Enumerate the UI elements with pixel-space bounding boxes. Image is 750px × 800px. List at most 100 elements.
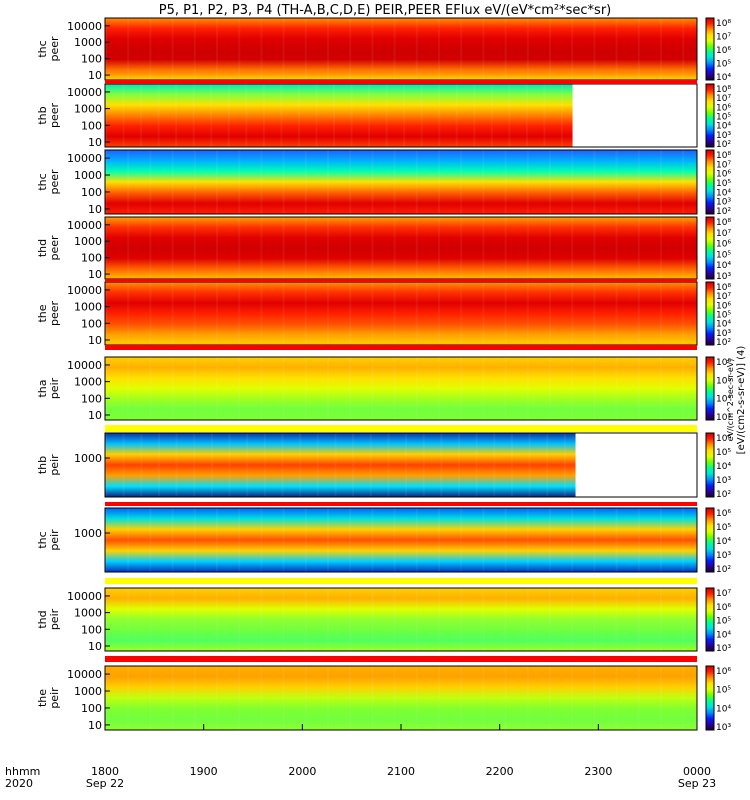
texture-stripe: [526, 666, 529, 730]
texture-stripe: [460, 150, 463, 214]
spectrogram-image: [105, 588, 697, 651]
colorbar-tick-label: 10⁵: [716, 179, 731, 189]
texture-stripe: [637, 150, 640, 214]
texture-stripe: [245, 84, 248, 147]
texture-stripe: [615, 666, 618, 730]
texture-stripe: [504, 18, 507, 80]
panel-species-label: peer: [48, 301, 61, 327]
y-tick-label: 100: [81, 119, 102, 132]
texture-stripe: [193, 666, 196, 730]
texture-stripe: [526, 357, 529, 420]
spectrogram-panel-1: 10 100 1000 10000 thc peer 10⁴ 10⁵ 10⁶ 10⁷ 10⁸: [36, 17, 731, 83]
texture-stripe: [510, 433, 513, 497]
texture-stripe: [593, 508, 596, 572]
colorbar-tick-label: 10³: [716, 131, 731, 141]
colorbar-tick-label: 10⁵: [716, 311, 731, 321]
panel-frame: [104, 356, 698, 421]
texture-stripe: [216, 282, 218, 345]
texture-stripe: [637, 357, 640, 420]
colorbar-tick-label: 10⁵: [716, 250, 731, 260]
texture-stripe: [349, 357, 352, 420]
texture-stripe: [504, 588, 507, 651]
texture-stripe: [238, 217, 241, 279]
colorbar-tick-label: 10²: [716, 140, 731, 150]
panel-species-label: peir: [48, 687, 61, 709]
texture-stripe: [149, 217, 152, 279]
y-tick-label: 10000: [67, 590, 102, 603]
quality-flag-strip: [105, 502, 697, 506]
y-tick-label: 1000: [74, 452, 102, 465]
texture-stripe: [327, 588, 329, 651]
texture-stripe: [192, 84, 195, 147]
time-axis-row-label-1: hhmm: [5, 765, 40, 778]
y-tick-label: 10: [88, 640, 102, 653]
quality-flag-strip: [105, 578, 697, 584]
colorbar-tick-label: 10⁴: [716, 630, 731, 640]
texture-stripe: [571, 217, 574, 279]
texture-stripe: [593, 588, 596, 651]
panel-probe-label: the: [36, 689, 49, 707]
colorbar-tick-label: 10⁴: [716, 537, 731, 547]
texture-stripe: [304, 150, 307, 214]
texture-stripe: [105, 508, 107, 572]
texture-stripe: [140, 84, 143, 147]
texture-stripe: [260, 588, 263, 651]
texture-stripe: [615, 18, 618, 80]
texture-stripe: [171, 217, 174, 279]
texture-stripe: [260, 217, 263, 279]
texture-stripe: [393, 150, 396, 214]
texture-stripe: [549, 508, 551, 572]
texture-stripe: [457, 433, 460, 497]
texture-stripe: [660, 588, 662, 651]
texture-stripe: [210, 433, 213, 497]
texture-stripe: [260, 150, 263, 214]
colorbar-tick-label: 10²: [716, 338, 731, 348]
y-tick-label: 100: [81, 252, 102, 265]
colorbar-tick-label: 10³: [716, 551, 731, 561]
texture-stripe: [216, 508, 218, 572]
texture-stripe: [615, 357, 618, 420]
texture-stripe: [140, 433, 143, 497]
texture-stripe: [637, 282, 640, 345]
texture-stripe: [304, 282, 307, 345]
colorbar-tick-label: 10⁷: [716, 292, 731, 302]
texture-stripe: [415, 282, 418, 345]
texture-stripe: [238, 508, 241, 572]
colorbar: [705, 281, 715, 346]
colorbar-tick-label: 10³: [716, 644, 731, 654]
panel-species-label: peer: [48, 36, 61, 62]
y-tick-label: 100: [81, 186, 102, 199]
texture-stripe: [349, 150, 352, 214]
y-tick-label: 10: [88, 409, 102, 422]
panel-probe-label: thd: [36, 610, 49, 628]
texture-stripe: [304, 666, 307, 730]
colorbar-tick-label: 10⁶: [716, 46, 731, 56]
texture-stripe: [171, 18, 174, 80]
texture-stripe: [438, 282, 440, 345]
texture-stripe: [473, 84, 476, 147]
panel-probe-label: thc: [36, 173, 49, 190]
texture-stripe: [122, 84, 125, 147]
spectrogram-panel-3: 10 100 1000 10000 thc peer 10²10³10⁴10⁵10⁶10⁷1…: [36, 149, 731, 217]
texture-stripe: [122, 433, 125, 497]
texture-stripe: [368, 84, 371, 147]
texture-stripe: [563, 433, 566, 497]
colorbar-tick-label: 10²: [716, 565, 731, 575]
texture-stripe: [528, 433, 531, 497]
colorbar-tick-label: 10⁵: [716, 686, 731, 696]
texture-stripe: [281, 433, 284, 497]
texture-stripe: [327, 18, 329, 80]
colorbar-tick-label: 10⁴: [716, 462, 731, 472]
spectrogram-image: [105, 508, 697, 572]
texture-stripe: [316, 433, 319, 497]
texture-stripe: [282, 18, 285, 80]
x-tick-label: 1900: [190, 765, 218, 778]
colorbar-tick-label: 10⁵: [716, 376, 731, 386]
texture-stripe: [438, 588, 440, 651]
texture-stripe: [171, 282, 174, 345]
texture-stripe: [105, 18, 107, 80]
texture-stripe: [549, 282, 551, 345]
texture-stripe: [349, 508, 352, 572]
texture-stripe: [543, 84, 546, 147]
texture-stripe: [615, 282, 618, 345]
